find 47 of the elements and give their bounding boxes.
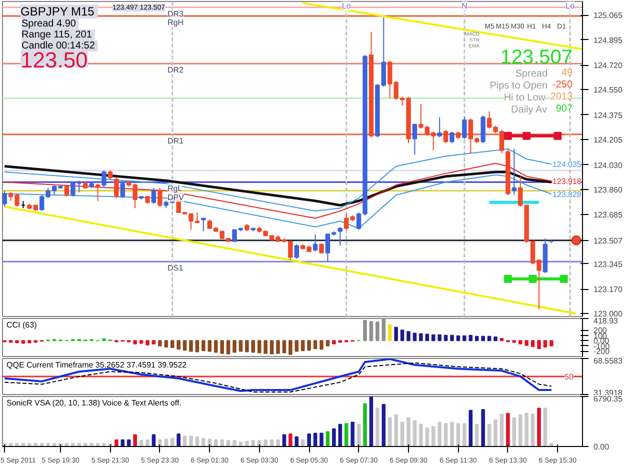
ref-line-label: Lo — [566, 2, 576, 10]
annotation: Hi to Low — [504, 92, 546, 104]
y-tick-label: 0.00 — [594, 442, 610, 452]
y-tick-label: 123.345 — [594, 260, 623, 269]
y-tick-label: 124.895 — [594, 36, 623, 45]
y-tick-label: 418.93 — [594, 316, 619, 326]
y-tick-label: 123.507 — [594, 236, 623, 246]
y-tick-label: 123.685 — [594, 210, 623, 220]
ref-line-label: Lo — [342, 2, 352, 10]
annotation: Candle 00:14:52 — [22, 40, 96, 52]
chart-title: SonicR VSA (20, 10, 1.38) Voice & Text Alerts off. — [6, 398, 182, 408]
y-tick-label: 68.5583 — [594, 356, 623, 366]
ref-line-label: RgL — [168, 184, 183, 194]
chart-title: QQE Current Timeframe 35.2652 37.4591 39.9522 — [6, 360, 188, 370]
ref-line-label: DR1 — [168, 136, 184, 146]
data-label: 123.828 — [552, 190, 582, 199]
y-tick-label: 123.000 — [594, 310, 623, 319]
ref-line-label: 50 — [564, 372, 574, 382]
ref-line-label: DR3 — [168, 9, 184, 18]
y-tick-label: 124.205 — [594, 135, 623, 144]
ref-line-label: N — [462, 2, 468, 10]
annotation: 49 — [561, 68, 573, 78]
y-tick-label: 124.375 — [594, 110, 623, 120]
y-tick-label: 124.720 — [594, 61, 623, 70]
chart-title: CCI (63) — [6, 320, 38, 330]
ref-line-label: DS1 — [168, 264, 184, 273]
annotation: Range 115, 201 — [22, 30, 92, 40]
annotation: 907 — [556, 104, 573, 114]
annotation: Spread — [515, 68, 548, 80]
chart-title: GBPJPY M15 — [20, 4, 95, 18]
data-label: 123.918 — [552, 176, 582, 186]
ref-line-label: RgH — [168, 18, 184, 27]
y-tick-label: 124.550 — [594, 86, 623, 95]
y-tick-label: 6790.35 — [594, 394, 623, 404]
annotation: Pips to Open — [490, 80, 548, 92]
annotation: 2013 — [550, 92, 573, 102]
y-tick-label: 123.860 — [594, 185, 623, 194]
y-tick-label: 125.065 — [594, 11, 623, 20]
ref-line-label: DPV — [168, 192, 185, 202]
annotation: -250 — [552, 80, 573, 90]
y-tick-label: 124.030 — [594, 160, 623, 170]
y-tick-label: 123.170 — [594, 285, 623, 294]
ref-line-label: DR2 — [168, 66, 184, 75]
annotation: 123.507 — [500, 46, 572, 68]
annotation: Daily Av — [511, 104, 547, 116]
data-label: 124.035 — [552, 160, 582, 170]
annotation: Spread 4.90 — [22, 18, 76, 30]
